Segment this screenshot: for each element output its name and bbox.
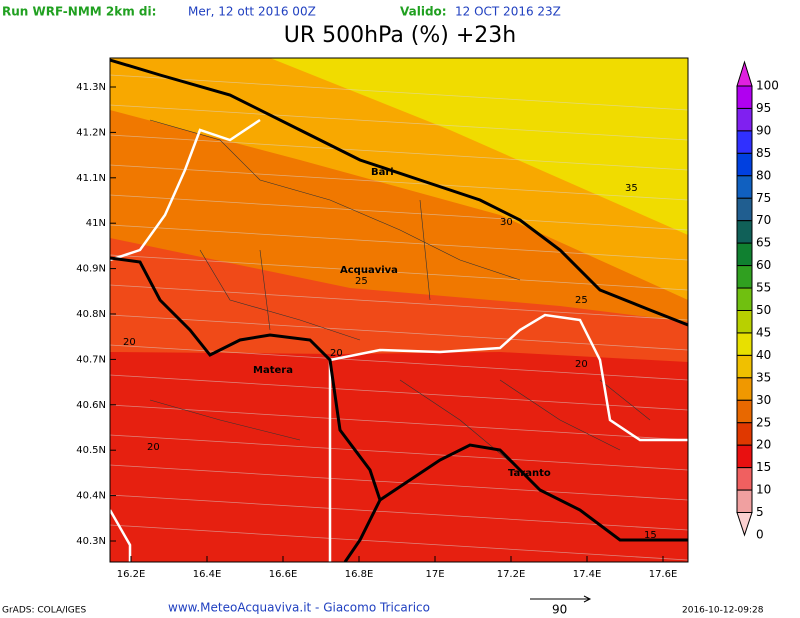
legend-label: 100 <box>756 79 779 93</box>
valid-label: Valido: <box>400 5 447 19</box>
legend-label: 10 <box>756 483 771 497</box>
legend-label: 15 <box>756 460 771 474</box>
lon-label: 17.6E <box>649 569 678 580</box>
contour-label: 35 <box>625 183 638 194</box>
credit: GrADS: COLA/IGES <box>2 606 86 616</box>
lon-label: 17E <box>425 569 444 580</box>
city-label: Acquaviva <box>340 265 398 276</box>
axes: 41.3N 41.2N 41.1N 41N 40.9N 40.8N 40.7N 40.6N 40… <box>76 82 677 580</box>
city-label: Matera <box>253 365 293 376</box>
legend-swatch <box>736 242 753 267</box>
run-date: Mer, 12 ott 2016 00Z <box>188 5 316 19</box>
legend-label: 95 <box>756 101 771 115</box>
city-label: Taranto <box>508 468 551 479</box>
legend-swatch <box>736 107 753 132</box>
legend-label: 25 <box>756 415 771 429</box>
legend-swatch <box>736 130 753 154</box>
legend-label: 40 <box>756 348 771 362</box>
legend-swatch <box>736 152 753 177</box>
lon-label: 16.8E <box>345 569 374 580</box>
contour-label: 25 <box>575 295 588 306</box>
lat-label: 41N <box>86 218 106 229</box>
admin-lines <box>149 119 651 471</box>
legend-label: 75 <box>756 191 771 205</box>
contour-label: 30 <box>500 217 513 228</box>
contour-label: 15 <box>644 530 657 541</box>
contour-label: 20 <box>575 359 588 370</box>
map-frame <box>109 57 689 563</box>
arrow-head <box>583 595 592 603</box>
color-legend: 1009590858075706560555045403530252015105… <box>736 60 779 542</box>
legend-swatch <box>736 310 753 334</box>
legend-label: 20 <box>756 438 771 452</box>
vector-scale: 90 <box>552 603 567 617</box>
legend-label: 90 <box>756 123 771 137</box>
map-title: UR 500hPa (%) +23h <box>284 23 517 48</box>
legend-swatch <box>736 265 753 289</box>
lat-label: 40.3N <box>76 536 106 547</box>
coastline <box>110 58 688 562</box>
legend-swatch <box>736 220 753 244</box>
lat-label: 40.8N <box>76 309 106 320</box>
legend-swatch <box>736 399 753 424</box>
legend-label: 85 <box>756 146 771 160</box>
legend-label: 30 <box>756 393 771 407</box>
legend-swatch <box>736 332 753 356</box>
lat-label: 41.3N <box>76 82 106 93</box>
lon-label: 17.4E <box>573 569 602 580</box>
legend-swatch <box>736 85 753 109</box>
wind-vectors <box>110 74 688 561</box>
legend-swatch <box>736 489 753 514</box>
lat-label: 41.1N <box>76 173 106 184</box>
lon-label: 16.6E <box>269 569 298 580</box>
contour-label: 20 <box>330 348 343 359</box>
legend-label: 55 <box>756 281 771 295</box>
lat-label: 40.4N <box>76 491 106 502</box>
map-area: Bari Acquaviva Matera Taranto 35 30 25 2… <box>109 57 689 563</box>
city-label: Bari <box>371 167 394 178</box>
legend-swatch <box>736 422 753 446</box>
contour-label: 20 <box>147 442 160 453</box>
legend-swatch <box>736 377 753 401</box>
legend-swatch <box>736 197 753 222</box>
lat-label: 41.2N <box>76 127 106 138</box>
lon-label: 17.2E <box>497 569 526 580</box>
legend-label: 80 <box>756 168 771 182</box>
legend-swatch <box>736 287 753 311</box>
timestamp: 2016-10-12-09:28 <box>682 606 764 616</box>
legend-label: 45 <box>756 325 771 339</box>
lat-label: 40.9N <box>76 264 106 275</box>
legend-label: 70 <box>756 213 771 227</box>
legend-label: 5 <box>756 505 764 519</box>
contour-label: 20 <box>123 337 136 348</box>
band-corner <box>110 58 180 95</box>
region-borders <box>110 118 688 562</box>
legend-swatch <box>736 512 753 537</box>
legend-label: 35 <box>756 370 771 384</box>
band-35-40 <box>270 58 688 235</box>
lat-label: 40.6N <box>76 400 106 411</box>
legend-swatch <box>736 444 753 469</box>
legend-swatch <box>736 354 753 379</box>
lon-label: 16.4E <box>193 569 222 580</box>
contour-labels: 35 30 25 25 20 20 20 20 15 <box>123 183 657 541</box>
legend-label: 60 <box>756 258 771 272</box>
legend-label: 65 <box>756 236 771 250</box>
legend-swatch <box>736 467 753 491</box>
legend-label: 50 <box>756 303 771 317</box>
legend-label: 0 <box>756 528 764 542</box>
legend-swatch <box>736 175 753 199</box>
run-label: Run WRF-NMM 2km di: <box>2 5 156 19</box>
site: www.MeteoAcquaviva.it - Giacomo Tricaric… <box>168 601 430 615</box>
contour-label: 25 <box>355 276 368 287</box>
legend-swatch <box>736 60 753 87</box>
valid-date: 12 OCT 2016 23Z <box>455 5 561 19</box>
lat-label: 40.7N <box>76 354 106 365</box>
lat-label: 40.5N <box>76 445 106 456</box>
lon-label: 16.2E <box>117 569 146 580</box>
